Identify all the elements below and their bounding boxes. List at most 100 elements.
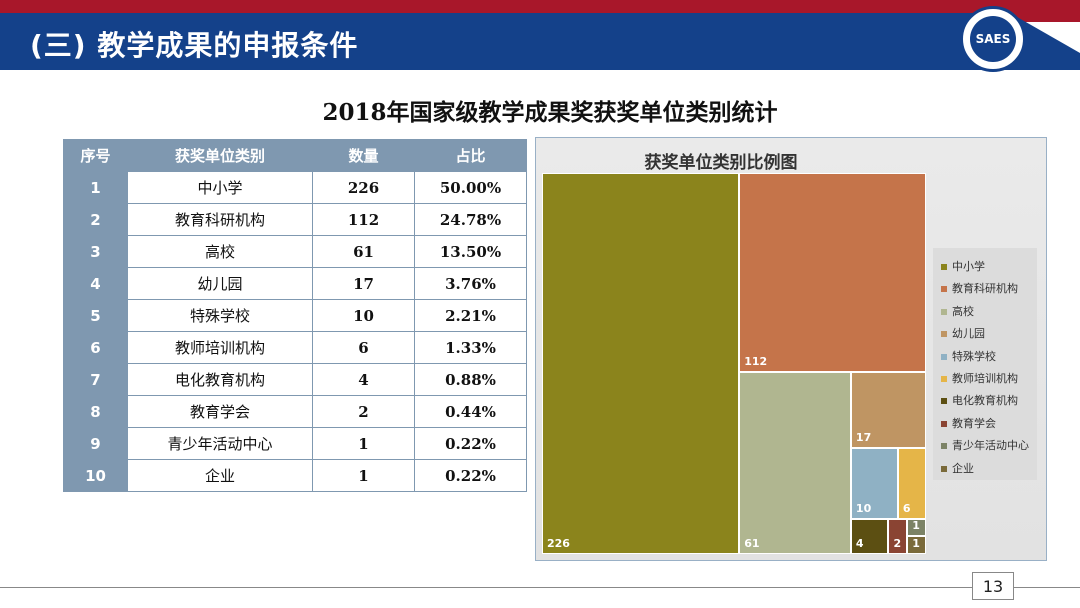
row-count: 10: [312, 299, 415, 332]
row-ratio: 2.21%: [414, 299, 527, 332]
row-ratio: 0.22%: [414, 427, 527, 460]
row-count: 61: [312, 235, 415, 268]
table-row: 3 高校 61 13.50%: [63, 235, 527, 268]
treemap-chart: 获奖单位类别比例图 226 112 61 17 10 6 4 2 1 1 中小学教育科研机构高校幼…: [535, 137, 1047, 561]
row-count: 2: [312, 395, 415, 428]
legend-label: 教师培训机构: [952, 372, 1018, 385]
treemap-leaf: 17: [850, 372, 926, 448]
treemap-leaf: 10: [850, 447, 898, 519]
row-category: 幼儿园: [127, 267, 313, 300]
legend-label: 教育学会: [952, 416, 996, 430]
legend-label: 高校: [952, 304, 974, 318]
chart-title: 获奖单位类别比例图: [644, 153, 798, 173]
table-row: 10 企业 1 0.22%: [63, 459, 527, 492]
table-row: 7 电化教育机构 4 0.88%: [63, 363, 527, 396]
treemap-leaf: 226: [542, 173, 740, 554]
legend-item: 幼儿园: [941, 325, 985, 341]
treemap-leaf: 4: [850, 518, 889, 554]
row-category: 教育学会: [127, 395, 313, 428]
row-seq: 3: [63, 235, 128, 268]
row-seq: 7: [63, 363, 128, 396]
row-count: 17: [312, 267, 415, 300]
table-row: 4 幼儿园 17 3.76%: [63, 267, 527, 300]
chart-legend: 中小学教育科研机构高校幼儿园特殊学校教师培训机构 电化教育机构 教育学会青少年活动中…: [933, 248, 1037, 480]
legend-swatch: [941, 331, 947, 338]
treemap-value-label: 4: [855, 536, 864, 550]
legend-swatch: [941, 443, 947, 450]
header-ratio: 占比: [414, 139, 527, 172]
legend-item: 青少年活动中心: [941, 437, 1029, 453]
row-seq: 6: [63, 331, 128, 364]
row-count: 6: [312, 331, 415, 364]
table-row: 8 教育学会 2 0.44%: [63, 395, 527, 428]
header-count: 数量: [312, 139, 415, 172]
legend-label: 特殊学校: [952, 349, 996, 363]
treemap-value-label: 61: [744, 536, 760, 550]
legend-swatch: [941, 465, 947, 472]
row-ratio: 0.44%: [414, 395, 527, 428]
row-category: 高校: [127, 235, 313, 268]
page-number: 13: [972, 572, 1014, 600]
row-ratio: 50.00%: [414, 171, 527, 204]
row-count: 4: [312, 363, 415, 396]
treemap-value-label: 17: [855, 430, 872, 444]
table-row: 5 特殊学校 10 2.21%: [63, 299, 527, 332]
header-seq: 序号: [63, 139, 128, 172]
legend-item: 教育科研机构: [941, 280, 1018, 296]
row-seq: 8: [63, 395, 128, 428]
row-seq: 4: [63, 267, 128, 300]
legend-item: 企业: [941, 460, 974, 476]
row-category: 特殊学校: [127, 299, 313, 332]
row-category: 教师培训机构: [127, 331, 313, 364]
row-category: 青少年活动中心: [127, 427, 313, 460]
row-category: 企业: [127, 459, 313, 492]
treemap-leaf: 61: [739, 372, 851, 554]
row-category: 教育科研机构: [127, 203, 313, 236]
legend-label: 电化教育机构: [952, 394, 1018, 408]
legend-item: 教师培训机构: [941, 370, 1018, 386]
saes-logo: SAES: [960, 6, 1026, 72]
stats-table: 序号 获奖单位类别 数量 占比 1 中小学 226 50.00% 2 教育科研机构 112 2…: [63, 139, 527, 492]
treemap-value-label: 1: [912, 519, 920, 533]
header-category: 获奖单位类别: [127, 139, 313, 172]
table-row: 9 青少年活动中心 1 0.22%: [63, 427, 527, 460]
treemap-leaf: 1: [907, 536, 926, 554]
footer-line: [0, 587, 1080, 588]
legend-swatch: [941, 398, 947, 405]
row-ratio: 0.88%: [414, 363, 527, 396]
legend-item: 中小学: [941, 258, 985, 274]
treemap-leaf: 6: [897, 447, 926, 519]
title-bar: (三) 教学成果的申报条件: [0, 13, 1080, 70]
legend-swatch: [941, 264, 947, 270]
row-count: 1: [312, 427, 415, 460]
legend-label: 幼儿园: [952, 327, 985, 341]
row-seq: 1: [63, 171, 128, 204]
legend-label: 企业: [952, 461, 974, 475]
treemap-leaf: 112: [739, 173, 926, 373]
legend-swatch: [941, 353, 947, 360]
legend-item: 高校: [941, 303, 974, 319]
legend-label: 青少年活动中心: [952, 439, 1029, 453]
legend-item: 教育学会: [941, 415, 996, 431]
treemap-value-label: 226: [547, 537, 570, 550]
row-ratio: 1.33%: [414, 331, 527, 364]
legend-label: 中小学: [952, 260, 985, 273]
legend-swatch: [941, 308, 947, 315]
legend-swatch: [941, 376, 947, 382]
legend-item: 特殊学校: [941, 348, 996, 364]
row-category: 中小学: [127, 171, 313, 204]
page-heading: 2018年国家级教学成果奖获奖单位类别统计: [322, 99, 778, 126]
legend-swatch: [941, 286, 947, 293]
treemap-value-label: 6: [902, 501, 911, 515]
row-ratio: 24.78%: [414, 203, 527, 236]
treemap-value-label: 10: [855, 501, 872, 515]
table-header-row: 序号 获奖单位类别 数量 占比: [63, 139, 527, 172]
table-row: 2 教育科研机构 112 24.78%: [63, 203, 527, 236]
row-seq: 5: [63, 299, 128, 332]
row-count: 226: [312, 171, 415, 204]
table-row: 1 中小学 226 50.00%: [63, 171, 527, 204]
row-seq: 2: [63, 203, 128, 236]
row-count: 112: [312, 203, 415, 236]
treemap-value-label: 2: [893, 536, 902, 550]
slide-title: (三) 教学成果的申报条件: [30, 29, 359, 62]
